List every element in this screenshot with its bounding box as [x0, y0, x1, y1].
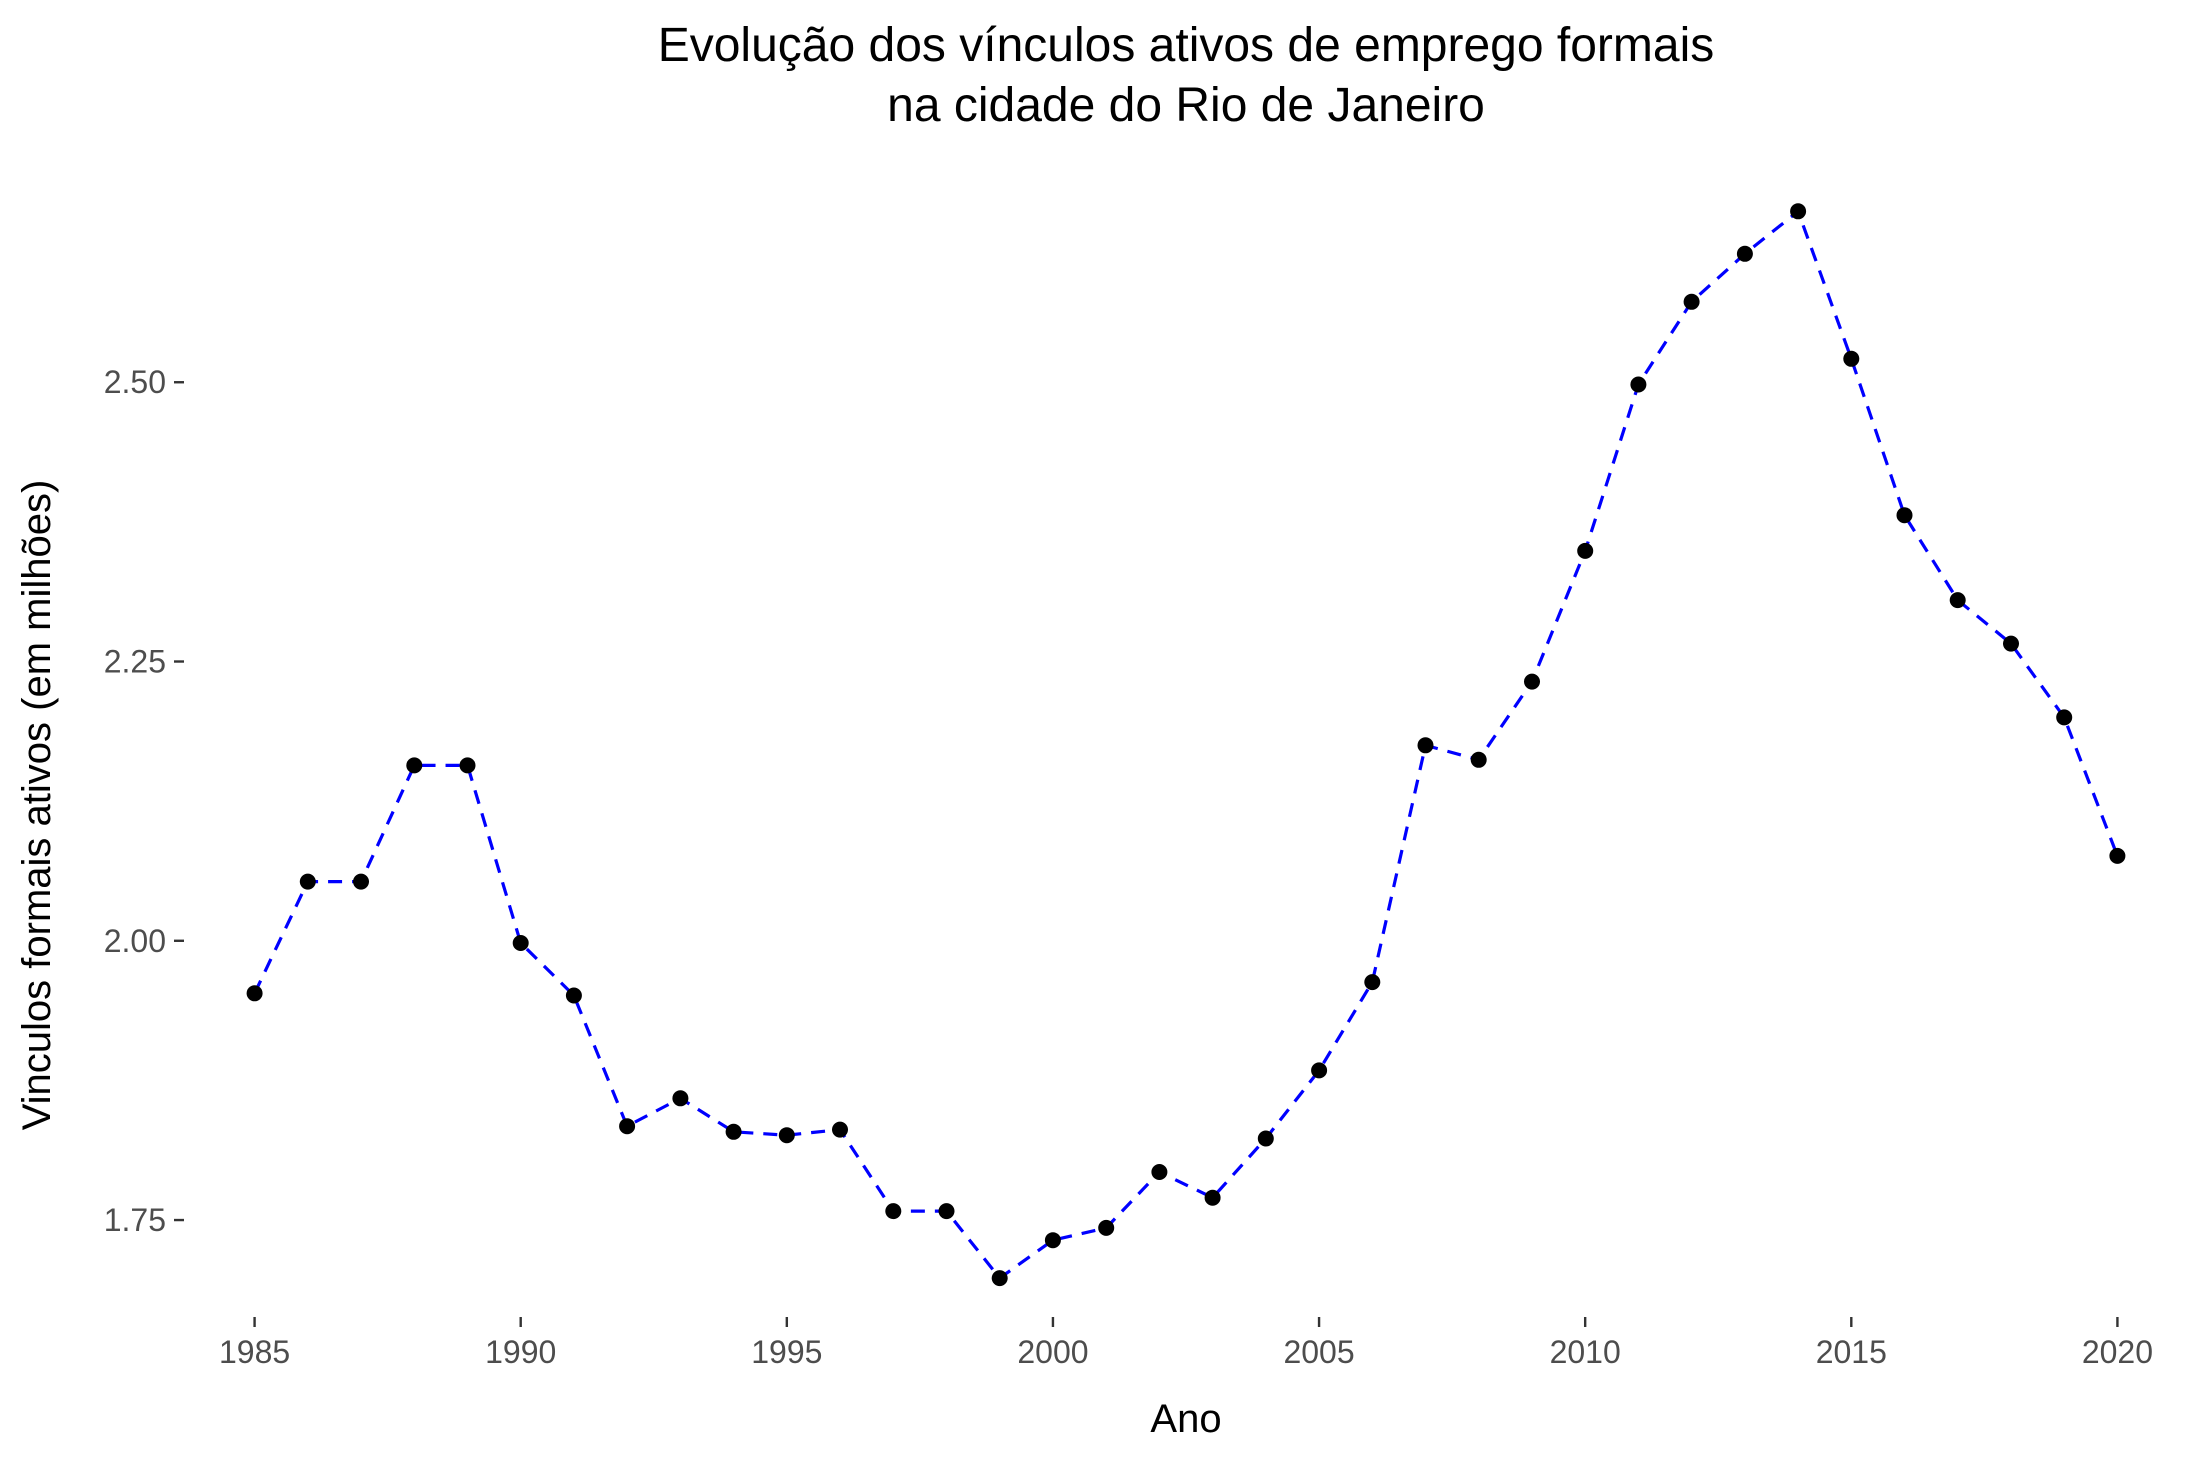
data-point-1991 [565, 987, 582, 1004]
data-point-2004 [1257, 1130, 1274, 1147]
data-point-1993 [672, 1090, 689, 1107]
x-tick-label: 1985 [219, 1334, 290, 1370]
y-axis-title: Vinculos formais ativos (em milhões) [15, 480, 59, 1131]
y-axis: 1.75 2.00 2.25 2.50 [104, 364, 184, 1238]
y-tick-label: 1.75 [104, 1202, 166, 1238]
data-point-2006 [1364, 974, 1381, 991]
data-point-2003 [1204, 1189, 1221, 1206]
data-point-2012 [1683, 293, 1700, 310]
data-point-1990 [512, 935, 529, 951]
data-point-1997 [885, 1203, 902, 1220]
data-point-2015 [1843, 350, 1860, 367]
x-tick-label: 1990 [485, 1334, 556, 1370]
data-point-1987 [353, 873, 369, 890]
data-point-1989 [459, 757, 476, 774]
data-point-2007 [1417, 737, 1434, 754]
data-points [246, 203, 2126, 1287]
data-point-1995 [778, 1127, 795, 1144]
data-point-2018 [2003, 635, 2019, 652]
data-point-2014 [1790, 203, 1807, 220]
data-point-2010 [1577, 542, 1594, 559]
data-point-1999 [991, 1270, 1008, 1287]
data-point-2008 [1470, 751, 1487, 768]
series-line [253, 208, 2119, 1281]
data-point-1994 [725, 1123, 742, 1140]
y-tick-label: 2.25 [104, 644, 166, 680]
x-axis: 1985 1990 1995 2000 2005 2010 2015 2020 [219, 1317, 2153, 1370]
chart-title: Evolução dos vínculos ativos de emprego … [658, 19, 1715, 132]
data-point-1998 [938, 1203, 955, 1220]
data-point-1986 [299, 873, 316, 890]
data-point-2001 [1098, 1219, 1115, 1236]
x-tick-label: 2015 [1816, 1334, 1887, 1370]
x-tick-label: 1995 [751, 1334, 822, 1370]
y-tick-label: 2.00 [104, 923, 166, 959]
data-point-2011 [1630, 376, 1647, 393]
data-point-2000 [1044, 1232, 1061, 1249]
data-point-2013 [1736, 245, 1753, 262]
data-point-1992 [619, 1118, 636, 1135]
data-point-2016 [1896, 507, 1913, 524]
data-point-2020 [2109, 847, 2126, 864]
data-point-1988 [406, 757, 423, 774]
x-tick-label: 2020 [2082, 1334, 2153, 1370]
chart-title-line-2: na cidade do Rio de Janeiro [887, 79, 1485, 132]
data-point-2019 [2056, 709, 2073, 726]
data-point-1996 [832, 1121, 848, 1138]
data-point-1985 [246, 985, 263, 1002]
x-tick-label: 2005 [1283, 1334, 1354, 1370]
data-point-2002 [1151, 1164, 1168, 1180]
x-tick-label: 2000 [1017, 1334, 1088, 1370]
x-tick-label: 2010 [1550, 1334, 1621, 1370]
data-point-2005 [1311, 1062, 1328, 1079]
data-point-2009 [1524, 673, 1540, 690]
x-axis-title: Ano [1150, 1397, 1221, 1441]
chart-title-line-1: Evolução dos vínculos ativos de emprego … [658, 19, 1715, 72]
data-point-2017 [1949, 592, 1966, 609]
y-tick-label: 2.50 [104, 364, 166, 400]
